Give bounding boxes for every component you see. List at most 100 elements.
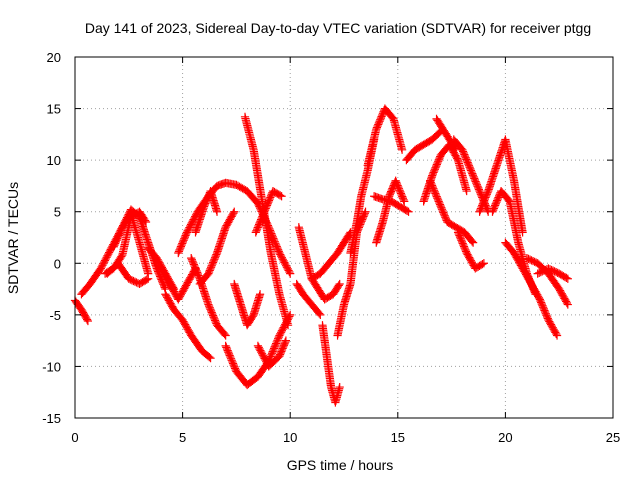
data-point (452, 152, 461, 162)
data-point (178, 239, 187, 248)
data-point (467, 258, 476, 267)
data-point (205, 266, 214, 275)
data-point (254, 343, 263, 352)
data-point (188, 217, 197, 226)
data-point (435, 154, 444, 163)
data-point (403, 206, 412, 215)
data-point (210, 314, 219, 323)
data-point (427, 179, 436, 189)
x-axis-title: GPS time / hours (287, 457, 394, 473)
data-point (393, 181, 402, 190)
data-point (394, 184, 404, 193)
data-point (111, 237, 120, 246)
data-point (525, 276, 534, 285)
data-point (466, 166, 476, 175)
data-point (228, 357, 237, 367)
data-point (555, 284, 564, 294)
data-point (429, 186, 439, 195)
data-point (184, 326, 193, 335)
data-point (193, 268, 202, 277)
data-point (228, 210, 237, 219)
data-point (397, 190, 406, 200)
data-point (269, 234, 278, 243)
data-point (460, 244, 469, 253)
data-point (560, 294, 569, 303)
data-point (464, 161, 474, 170)
data-point (280, 339, 289, 348)
data-point (455, 231, 464, 240)
data-point (278, 255, 287, 264)
data-point (464, 160, 473, 169)
data-point (453, 228, 463, 237)
data-point (511, 251, 520, 261)
data-point (479, 198, 488, 207)
data-point (208, 309, 217, 319)
data-point (490, 202, 499, 212)
data-point (204, 269, 213, 278)
data-point (470, 175, 480, 185)
data-point (269, 345, 278, 355)
data-point (168, 302, 177, 311)
data-point (179, 236, 188, 245)
data-point (388, 113, 397, 122)
data-point (396, 189, 406, 198)
x-tick-labels: 0 5 10 15 20 25 (71, 430, 620, 445)
data-point (475, 186, 484, 196)
data-point (230, 364, 240, 373)
data-point (279, 342, 288, 351)
data-point (376, 113, 386, 123)
data-point (187, 270, 197, 279)
data-point (177, 289, 186, 298)
data-point (266, 352, 275, 361)
data-point (279, 256, 288, 266)
data-point (549, 325, 558, 334)
data-point (277, 326, 287, 335)
data-point (433, 195, 443, 204)
data-point (522, 254, 532, 263)
data-point (521, 268, 530, 278)
data-point (388, 184, 397, 193)
data-point (223, 219, 232, 229)
data-point (281, 336, 290, 345)
data-point (386, 189, 395, 198)
data-point (480, 196, 489, 205)
data-point (396, 187, 405, 196)
data-point (210, 255, 219, 264)
data-point (270, 237, 279, 246)
data-point (264, 198, 273, 207)
data-point (183, 325, 192, 334)
data-point (561, 297, 571, 306)
data-point (260, 354, 269, 363)
data-point (430, 187, 439, 196)
data-point (469, 238, 478, 247)
data-point (537, 298, 546, 307)
data-point (178, 237, 188, 246)
data-point (175, 245, 184, 254)
data-point (539, 266, 548, 275)
plot-frame (74, 56, 614, 419)
data-point (542, 311, 551, 320)
data-point (428, 183, 437, 192)
data-point (230, 207, 239, 216)
data-point (227, 212, 236, 221)
data-point (111, 239, 120, 248)
data-point (210, 253, 220, 262)
data-point (281, 338, 290, 347)
y-tick-labels: -15 -10 -5 0 5 10 15 20 (42, 50, 61, 426)
data-point (431, 189, 440, 198)
data-point (256, 215, 266, 224)
data-point (373, 121, 382, 131)
data-point (273, 336, 282, 345)
data-point (392, 179, 402, 189)
data-point (174, 248, 183, 258)
data-point (562, 273, 571, 282)
data-point (161, 290, 170, 299)
data-point (206, 306, 216, 315)
data-point (278, 325, 287, 334)
data-point (465, 253, 474, 262)
data-point (228, 359, 238, 368)
data-point (544, 264, 553, 273)
data-point (163, 275, 172, 284)
data-point (176, 290, 185, 299)
x-tick-label: 25 (606, 430, 620, 445)
